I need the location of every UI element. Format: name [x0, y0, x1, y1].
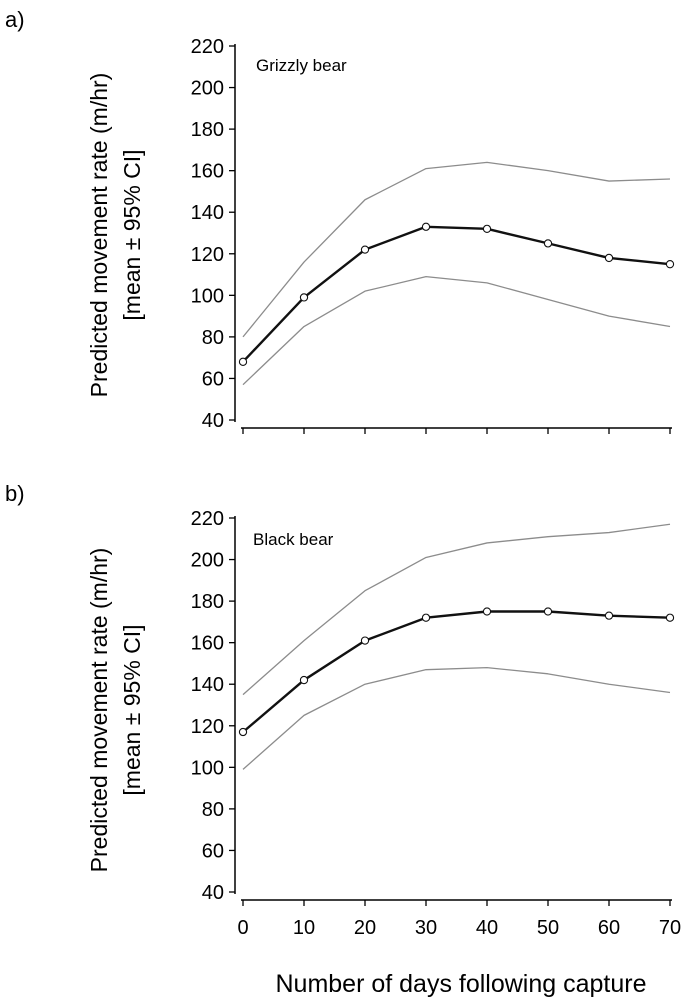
- y-tick-label-b-200: 200: [191, 550, 224, 572]
- y-tick-label-a-220: 220: [191, 36, 224, 58]
- y-tick-label-b-100: 100: [191, 757, 224, 779]
- x-tick-label-b-60: 60: [598, 917, 620, 939]
- panel-label-a: a): [5, 7, 25, 32]
- data-point-a-20: [360, 245, 370, 254]
- y-tick-label-a-40: 40: [202, 410, 224, 432]
- y-tick-label-a-120: 120: [191, 244, 224, 266]
- series-line-mean-b: [242, 610, 671, 733]
- data-point-a-10: [299, 293, 309, 302]
- y-tick-label-a-140: 140: [191, 202, 224, 224]
- series-line-upper-b: [242, 523, 671, 696]
- plot-area-b: [238, 523, 675, 770]
- axes-b: 40 60 80 100 120 140 160 180 200 220 0 10 20 30 40 50 60…: [191, 508, 682, 939]
- x-tick-label-b-0: 0: [237, 917, 248, 939]
- data-point-b-70: [665, 613, 675, 622]
- x-tick-label-b-70: 70: [659, 917, 681, 939]
- data-point-b-20: [360, 636, 370, 645]
- data-point-a-0: [238, 357, 248, 366]
- data-point-b-0: [238, 727, 248, 737]
- x-tick-label-b-50: 50: [537, 917, 559, 939]
- x-tick-label-b-30: 30: [415, 917, 437, 939]
- y-tick-label-b-220: 220: [191, 508, 224, 530]
- series-line-lower-b: [242, 666, 671, 770]
- y-axis-label-line1-b: Predicted movement rate (m/hr): [86, 548, 112, 873]
- y-axis-label-line2-a: [mean ± 95% CI]: [119, 149, 145, 320]
- y-axis-title-a: Predicted movement rate (m/hr) [mean ± 9…: [86, 73, 145, 398]
- y-tick-label-b-140: 140: [191, 674, 224, 696]
- y-tick-label-a-80: 80: [202, 327, 224, 349]
- y-tick-label-b-160: 160: [191, 633, 224, 655]
- y-tick-label-a-160: 160: [191, 161, 224, 183]
- y-tick-label-a-100: 100: [191, 285, 224, 307]
- data-point-a-30: [421, 222, 431, 231]
- y-tick-label-b-60: 60: [202, 840, 224, 862]
- series-line-mean-a: [242, 225, 671, 363]
- chart-title-grizzly: Grizzly bear: [256, 56, 347, 75]
- data-point-a-40: [482, 224, 492, 233]
- panel-black-bear: b) Black bear Predicted movement rate (m…: [5, 481, 681, 998]
- data-point-b-40: [482, 607, 492, 616]
- x-tick-label-b-10: 10: [293, 917, 315, 939]
- y-tick-label-b-120: 120: [191, 716, 224, 738]
- y-axis-label-line1-a: Predicted movement rate (m/hr): [86, 73, 112, 398]
- y-tick-label-a-180: 180: [191, 119, 224, 141]
- series-line-lower-a: [242, 275, 671, 386]
- data-point-b-10: [299, 675, 309, 685]
- plot-area-a: [238, 161, 675, 386]
- data-point-b-50: [543, 607, 553, 616]
- x-tick-label-b-20: 20: [354, 917, 376, 939]
- y-tick-label-b-180: 180: [191, 591, 224, 613]
- y-axis-title-b: Predicted movement rate (m/hr) [mean ± 9…: [86, 548, 145, 873]
- panel-label-b: b): [5, 481, 25, 506]
- y-tick-label-a-200: 200: [191, 78, 224, 100]
- data-point-b-60: [604, 611, 614, 620]
- y-tick-label-b-80: 80: [202, 799, 224, 821]
- axes-a: 40 60 80 100 120 140 160 180 200 220: [191, 36, 672, 434]
- y-tick-label-a-60: 60: [202, 368, 224, 390]
- data-point-a-50: [543, 239, 553, 248]
- x-tick-label-b-40: 40: [476, 917, 498, 939]
- x-axis-label: Number of days following capture: [275, 970, 646, 998]
- data-point-a-60: [604, 253, 614, 263]
- y-axis-label-line2-b: [mean ± 95% CI]: [119, 624, 145, 795]
- data-point-b-30: [421, 613, 431, 622]
- series-line-upper-a: [242, 161, 671, 338]
- chart-title-black: Black bear: [253, 530, 334, 549]
- data-point-a-70: [665, 260, 675, 269]
- panel-grizzly-bear: a) Grizzly bear Predicted movement rate …: [5, 7, 675, 434]
- y-tick-label-b-40: 40: [202, 882, 224, 904]
